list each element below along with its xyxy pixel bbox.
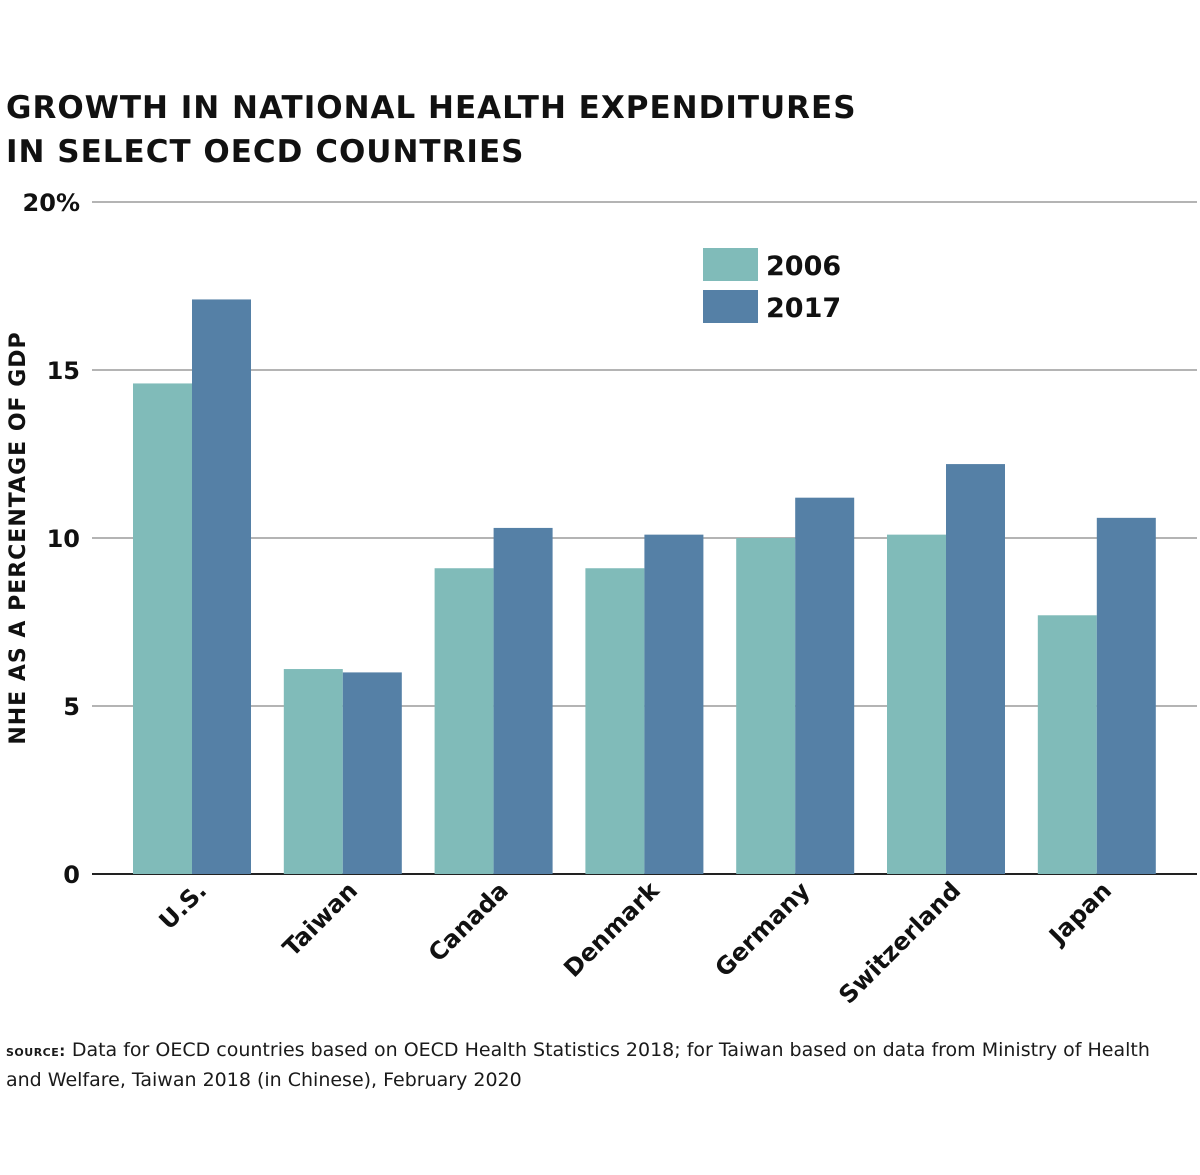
x-tick-label: Japan bbox=[1042, 876, 1117, 951]
bar-2006-japan bbox=[1037, 615, 1097, 874]
x-tick-label: Switzerland bbox=[833, 876, 966, 1009]
y-tick-label: 15 bbox=[47, 357, 80, 385]
legend-swatch-2017 bbox=[703, 290, 758, 323]
bar-2006-canada bbox=[434, 568, 494, 874]
bar-2006-taiwan bbox=[283, 669, 343, 874]
chart-title: GROWTH IN NATIONAL HEALTH EXPENDITURES I… bbox=[6, 86, 857, 174]
source-label: SOURCE: bbox=[6, 1042, 66, 1060]
y-tick-label: 5 bbox=[63, 693, 80, 721]
chart-title-line-2: IN SELECT OECD COUNTRIES bbox=[6, 134, 525, 170]
x-tick-label: U.S. bbox=[154, 876, 213, 935]
legend-label-2017: 2017 bbox=[766, 293, 841, 324]
bar-2006-switzerland bbox=[887, 534, 946, 874]
source-note: SOURCE: Data for OECD countries based on… bbox=[6, 1036, 1156, 1095]
bar-chart: 0 5 10 15 20% U.S. Taiwan Canada Denmark Germany… bbox=[6, 189, 1197, 1010]
x-tick-label: Germany bbox=[710, 876, 816, 982]
chart-title-line-1: GROWTH IN NATIONAL HEALTH EXPENDITURES bbox=[6, 90, 857, 126]
x-tick-label: Canada bbox=[423, 876, 514, 967]
bar-2017-germany bbox=[795, 497, 855, 874]
y-tick-label: 10 bbox=[47, 525, 80, 553]
bar-2017-canada bbox=[493, 527, 553, 874]
bar-2017-taiwan bbox=[342, 672, 402, 874]
bars bbox=[133, 299, 1156, 874]
bar-2006-u-s- bbox=[133, 383, 192, 874]
legend-swatch-2006 bbox=[703, 248, 758, 281]
bar-2017-japan bbox=[1096, 517, 1156, 874]
source-text: Data for OECD countries based on OECD He… bbox=[6, 1039, 1150, 1091]
y-tick-label: 20% bbox=[23, 189, 80, 217]
bar-2006-germany bbox=[736, 538, 796, 874]
x-tick-label: Taiwan bbox=[277, 876, 363, 962]
y-axis-label: NHE AS A PERCENTAGE OF GDP bbox=[6, 331, 31, 744]
bar-2017-u-s- bbox=[192, 299, 251, 874]
bar-2006-denmark bbox=[585, 568, 645, 874]
x-tick-label: Denmark bbox=[558, 876, 665, 983]
x-axis-ticks: U.S. Taiwan Canada Denmark Germany Switzerlan… bbox=[154, 876, 1118, 1010]
y-tick-label: 0 bbox=[63, 861, 80, 889]
bar-2017-switzerland bbox=[946, 464, 1005, 874]
bar-2017-denmark bbox=[644, 534, 704, 874]
legend: 2006 2017 bbox=[703, 248, 841, 324]
legend-label-2006: 2006 bbox=[766, 251, 841, 282]
y-axis-ticks: 0 5 10 15 20% bbox=[23, 189, 80, 889]
